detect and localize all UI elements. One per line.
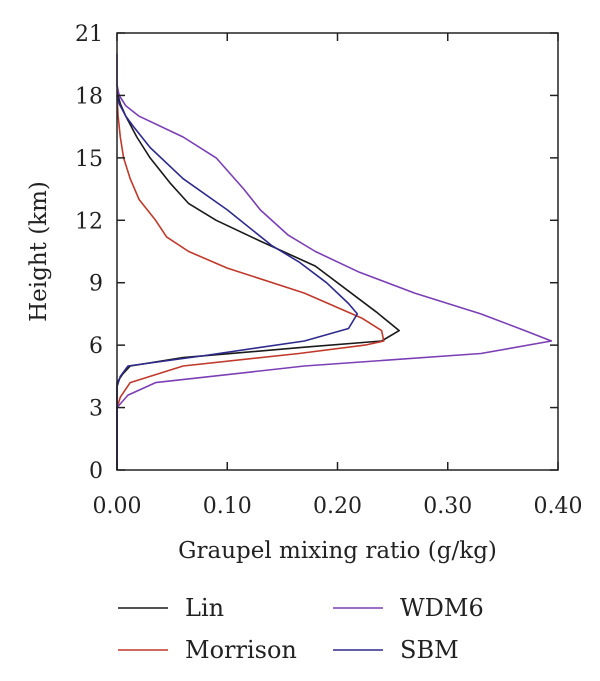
legend: Lin Morrison WDM6 SBM [118,594,484,664]
x-tick-label: 0.10 [203,494,252,519]
x-tick-label: 0.00 [93,494,142,519]
legend-label-morrison: Morrison [185,636,297,664]
legend-label-sbm: SBM [400,636,459,664]
y-tick-label: 18 [75,84,103,109]
x-tick-label: 0.40 [534,494,583,519]
axis-ticks [116,32,559,471]
y-axis-title: Height (km) [26,181,52,322]
series-line-sbm [116,95,359,470]
legend-label-wdm6: WDM6 [400,594,484,622]
x-tick-label: 0.20 [313,494,362,519]
y-tick-label: 0 [89,459,103,484]
y-tick-label: 15 [75,147,103,172]
x-tick-label: 0.30 [423,494,472,519]
plot-lines [116,53,553,470]
y-tick-label: 21 [75,22,103,47]
y-tick-label: 3 [89,397,103,422]
tick-labels: 0.00 0.10 0.20 0.30 0.40 0 3 6 9 12 15 18 21 [75,22,582,519]
y-tick-label: 12 [75,209,103,234]
series-line-morrison [116,95,385,470]
y-tick-label: 6 [89,334,103,359]
x-axis-title: Graupel mixing ratio (g/kg) [178,538,497,564]
y-tick-label: 9 [89,272,103,297]
plot-frame [116,32,559,471]
series-line-wdm6 [116,53,553,470]
legend-label-lin: Lin [185,594,224,622]
